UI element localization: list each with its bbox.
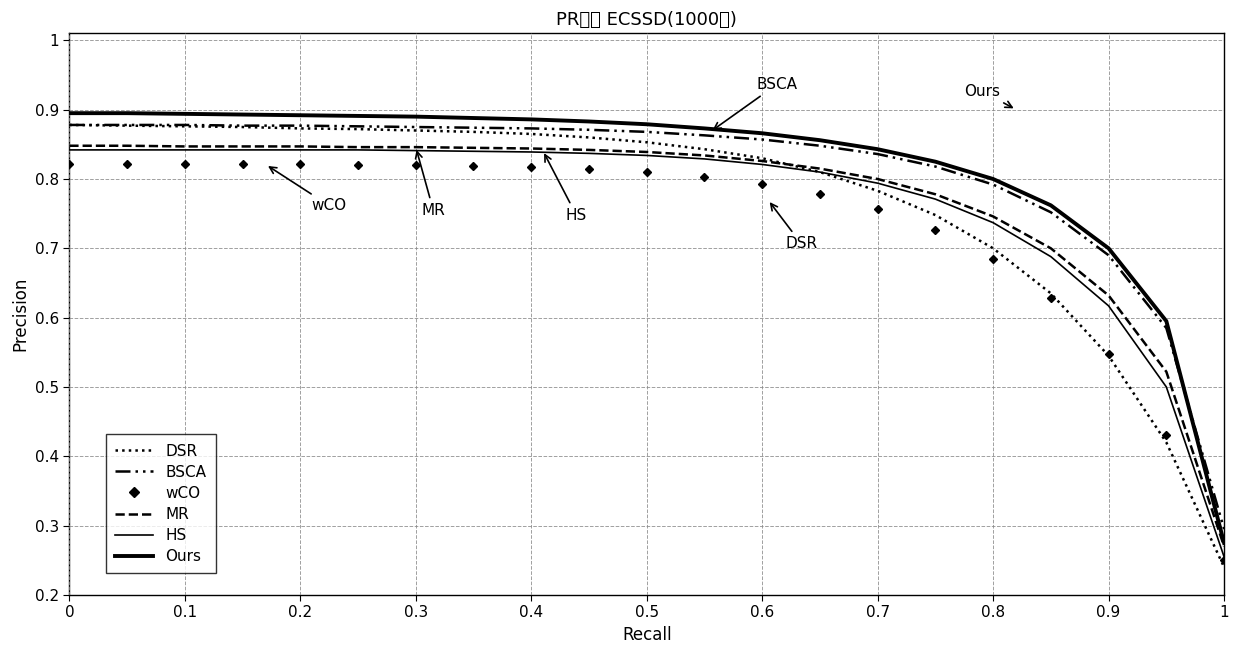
Text: Ours: Ours — [965, 84, 1012, 107]
Legend: DSR, BSCA, wCO, MR, HS, Ours: DSR, BSCA, wCO, MR, HS, Ours — [105, 434, 216, 573]
Text: BSCA: BSCA — [714, 77, 797, 129]
X-axis label: Recall: Recall — [622, 626, 672, 644]
Title: PR曲线 ECSSD(1000张): PR曲线 ECSSD(1000张) — [557, 11, 737, 29]
Text: HS: HS — [544, 155, 587, 223]
Y-axis label: Precision: Precision — [11, 277, 29, 351]
Text: DSR: DSR — [771, 204, 817, 252]
Text: MR: MR — [415, 151, 445, 218]
Text: wCO: wCO — [269, 167, 347, 214]
